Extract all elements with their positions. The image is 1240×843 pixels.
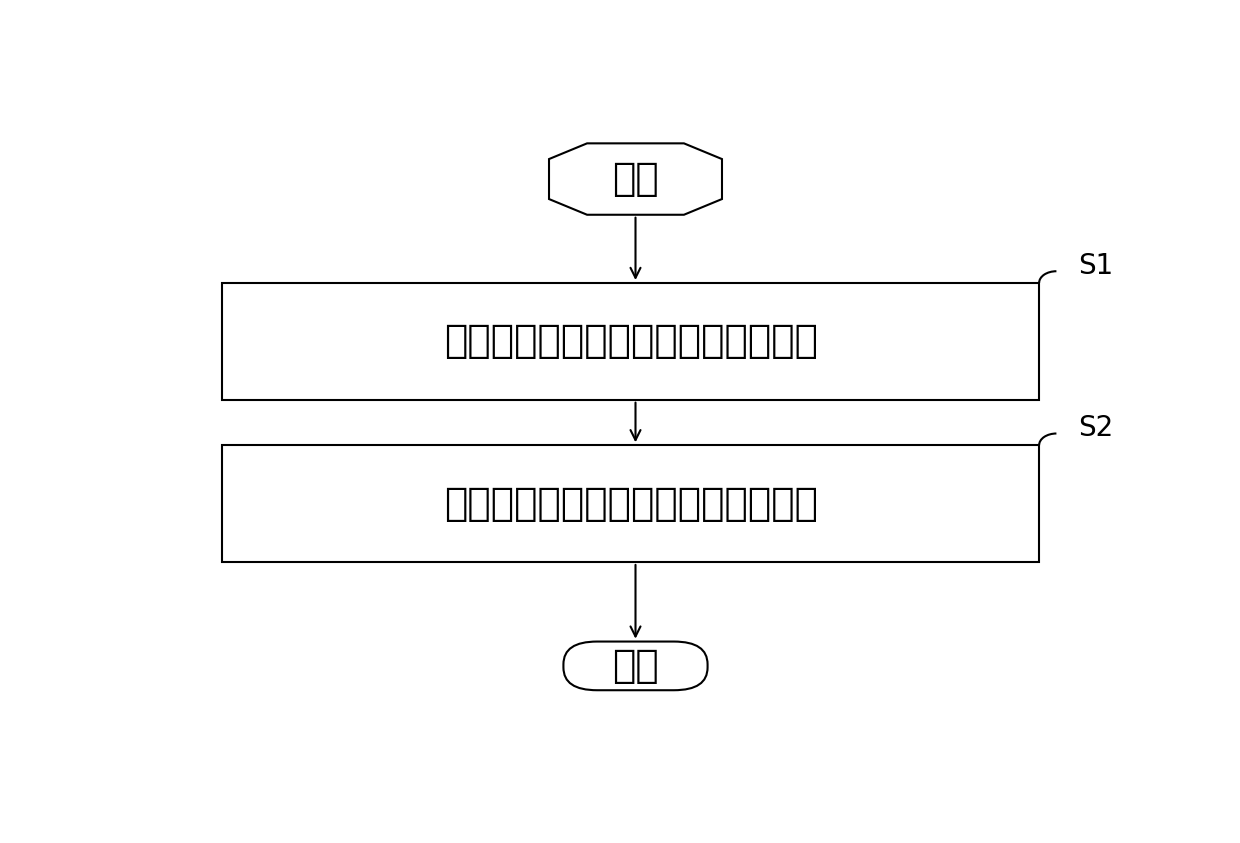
Text: 将所述气凝胶贴合于所述振膜的表面: 将所述气凝胶贴合于所述振膜的表面	[444, 485, 817, 523]
Bar	[222, 283, 1039, 400]
Text: S2: S2	[1079, 414, 1114, 442]
Text: S1: S1	[1079, 252, 1114, 280]
Text: 将脱水前的凝胶进行脱水制成气凝胶: 将脱水前的凝胶进行脱水制成气凝胶	[444, 322, 817, 360]
Bar	[222, 445, 1039, 562]
FancyBboxPatch shape	[563, 642, 708, 690]
Text: 结束: 结束	[613, 647, 658, 685]
Polygon shape	[549, 143, 722, 215]
Text: 开始: 开始	[613, 160, 658, 198]
